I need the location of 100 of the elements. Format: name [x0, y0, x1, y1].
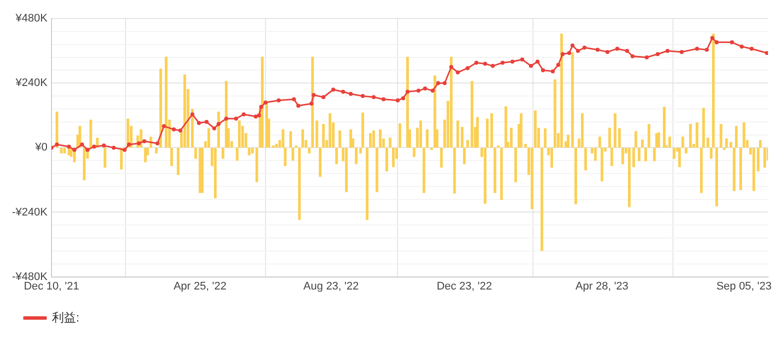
bar	[298, 148, 301, 220]
bar	[376, 148, 378, 192]
bar	[214, 148, 217, 198]
bar	[742, 122, 746, 148]
bar	[510, 128, 513, 148]
bar	[144, 148, 147, 162]
bar	[398, 123, 402, 148]
bar	[385, 148, 388, 172]
y-tick-label: ¥240K	[14, 77, 48, 90]
x-tick-label: Sep 05, '23	[716, 280, 772, 292]
bar	[689, 124, 692, 148]
bar	[260, 56, 264, 148]
bar	[198, 148, 202, 193]
y-tick-label: ¥0	[34, 142, 48, 154]
bar	[530, 148, 534, 210]
bar	[318, 148, 322, 177]
bar	[594, 148, 597, 161]
bar	[426, 129, 429, 148]
bar	[301, 129, 304, 148]
bar	[60, 148, 63, 154]
bar	[388, 138, 392, 148]
bar	[406, 56, 409, 148]
bar	[89, 120, 92, 148]
bar	[200, 148, 204, 193]
bar	[504, 106, 508, 148]
bar	[550, 148, 554, 168]
bar	[496, 145, 500, 148]
bar	[453, 148, 456, 194]
bar	[554, 79, 556, 148]
x-tick-label: Apr 28, '23	[576, 280, 628, 292]
bar	[275, 144, 278, 148]
bar	[584, 148, 587, 170]
bar	[500, 148, 503, 200]
bar	[668, 136, 672, 148]
bar	[648, 124, 650, 148]
bar	[678, 148, 681, 168]
bar	[369, 133, 372, 148]
bar	[372, 130, 376, 148]
bar	[392, 148, 395, 168]
bar	[752, 148, 756, 192]
bar	[422, 148, 426, 193]
bar	[419, 120, 422, 148]
bar	[63, 148, 66, 154]
bar	[335, 148, 338, 164]
bar	[176, 148, 180, 175]
y-tick-label: -¥240K	[12, 206, 48, 218]
bar	[490, 113, 493, 148]
bar	[657, 132, 660, 148]
x-tick-label: Apr 25, '22	[174, 280, 226, 292]
bar	[183, 74, 186, 148]
bar	[725, 138, 728, 148]
bar	[653, 148, 656, 162]
bar	[322, 124, 325, 148]
bar	[644, 148, 647, 162]
bar	[621, 148, 624, 164]
bar	[715, 148, 718, 206]
bar	[739, 148, 742, 190]
bar	[638, 148, 640, 162]
x-tick-label: Dec 10, '21	[24, 280, 80, 292]
bar	[272, 145, 275, 148]
bar	[494, 148, 496, 193]
bar	[308, 148, 311, 154]
bar	[328, 113, 332, 148]
bar	[476, 116, 479, 148]
bar	[641, 140, 644, 148]
bar	[378, 129, 382, 148]
legend-label: 利益:	[52, 310, 80, 324]
bar	[544, 128, 547, 148]
bar	[514, 148, 518, 182]
bar	[155, 148, 158, 154]
bar	[681, 136, 684, 148]
bar	[207, 128, 210, 148]
bar	[255, 148, 258, 182]
bar	[338, 130, 342, 148]
bar	[294, 145, 298, 148]
bar	[662, 106, 666, 148]
bar	[763, 148, 766, 168]
bar	[720, 124, 722, 148]
bar	[672, 148, 676, 159]
x-tick-label: Aug 23, '22	[303, 280, 359, 292]
bar	[354, 148, 358, 164]
bar	[534, 110, 537, 148]
bar	[440, 148, 443, 168]
bar	[684, 148, 688, 154]
bar	[456, 120, 460, 148]
y-tick-label: -¥480K	[12, 270, 48, 283]
bar	[628, 148, 631, 208]
bar	[345, 148, 348, 192]
y-tick-label: ¥480K	[14, 12, 48, 25]
bar	[366, 148, 368, 220]
bar	[571, 52, 574, 148]
bar	[580, 113, 584, 148]
bar	[412, 148, 416, 157]
bar	[574, 148, 578, 204]
bar	[540, 148, 544, 252]
bar	[222, 148, 224, 159]
bar	[696, 122, 698, 148]
bar	[248, 148, 250, 156]
bar	[470, 80, 474, 148]
x-tick-label: Dec 23, '22	[436, 280, 492, 292]
